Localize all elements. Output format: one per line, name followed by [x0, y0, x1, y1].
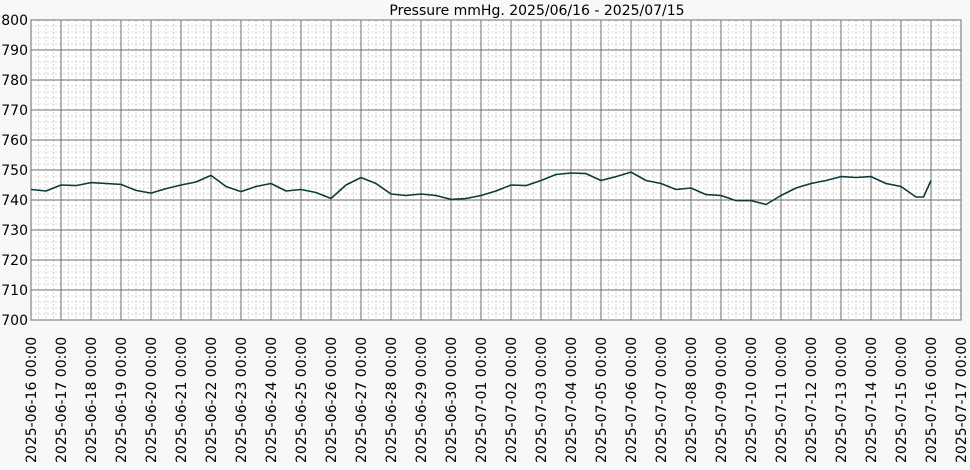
x-tick-label: 2025-07-02 00:00 — [504, 337, 520, 463]
x-tick-label: 2025-07-08 00:00 — [684, 337, 700, 463]
y-tick-label: 740 — [1, 193, 28, 209]
x-tick-label: 2025-07-11 00:00 — [774, 337, 790, 463]
x-tick-label: 2025-06-28 00:00 — [384, 337, 400, 463]
x-tick-label: 2025-07-03 00:00 — [534, 337, 550, 463]
x-tick-label: 2025-07-01 00:00 — [474, 337, 490, 463]
minor-gridlines — [31, 20, 961, 320]
series-layer — [30, 171, 932, 206]
y-tick-label: 700 — [1, 313, 28, 329]
x-tick-label: 2025-06-30 00:00 — [444, 337, 460, 463]
y-tick-label: 770 — [1, 103, 28, 119]
x-tick-label: 2025-07-17 00:00 — [954, 337, 970, 463]
major-gridlines — [30, 19, 962, 321]
y-tick-label: 790 — [1, 43, 28, 59]
x-tick-label: 2025-07-15 00:00 — [894, 337, 910, 463]
x-tick-label: 2025-06-25 00:00 — [294, 337, 310, 463]
x-axis-tick-labels: 2025-06-16 00:00 2025-06-17 00:00 2025-06-… — [24, 337, 970, 463]
series-line — [30, 171, 932, 206]
x-tick-label: 2025-07-07 00:00 — [654, 337, 670, 463]
x-tick-label: 2025-06-19 00:00 — [114, 337, 130, 463]
x-tick-label: 2025-06-23 00:00 — [234, 337, 250, 463]
x-tick-label: 2025-07-09 00:00 — [714, 337, 730, 463]
y-tick-label: 720 — [1, 253, 28, 269]
x-tick-label: 2025-07-06 00:00 — [624, 337, 640, 463]
x-tick-label: 2025-07-13 00:00 — [834, 337, 850, 463]
x-tick-label: 2025-06-24 00:00 — [264, 337, 280, 463]
chart-title: Pressure mmHg. 2025/06/16 - 2025/07/15 — [389, 3, 684, 19]
y-tick-label: 780 — [1, 73, 28, 89]
y-axis-tick-labels: 700 710 720 730 740 750 760 770 780 790 800 — [1, 13, 28, 329]
x-tick-label: 2025-06-17 00:00 — [54, 337, 70, 463]
y-tick-label: 760 — [1, 133, 28, 149]
x-tick-label: 2025-07-10 00:00 — [744, 337, 760, 463]
x-tick-label: 2025-07-16 00:00 — [924, 337, 940, 463]
x-tick-label: 2025-07-14 00:00 — [864, 337, 880, 463]
y-tick-label: 750 — [1, 163, 28, 179]
x-tick-label: 2025-06-29 00:00 — [414, 337, 430, 463]
x-tick-label: 2025-07-12 00:00 — [804, 337, 820, 463]
x-tick-label: 2025-06-21 00:00 — [174, 337, 190, 463]
x-tick-label: 2025-06-26 00:00 — [324, 337, 340, 463]
x-tick-label: 2025-07-04 00:00 — [564, 337, 580, 463]
x-tick-label: 2025-06-27 00:00 — [354, 337, 370, 463]
y-tick-label: 800 — [1, 13, 28, 29]
x-tick-label: 2025-06-16 00:00 — [24, 337, 40, 463]
x-tick-label: 2025-07-05 00:00 — [594, 337, 610, 463]
x-tick-label: 2025-06-18 00:00 — [84, 337, 100, 463]
x-tick-label: 2025-06-20 00:00 — [144, 337, 160, 463]
y-tick-label: 710 — [1, 283, 28, 299]
y-tick-label: 730 — [1, 223, 28, 239]
x-tick-label: 2025-06-22 00:00 — [204, 337, 220, 463]
